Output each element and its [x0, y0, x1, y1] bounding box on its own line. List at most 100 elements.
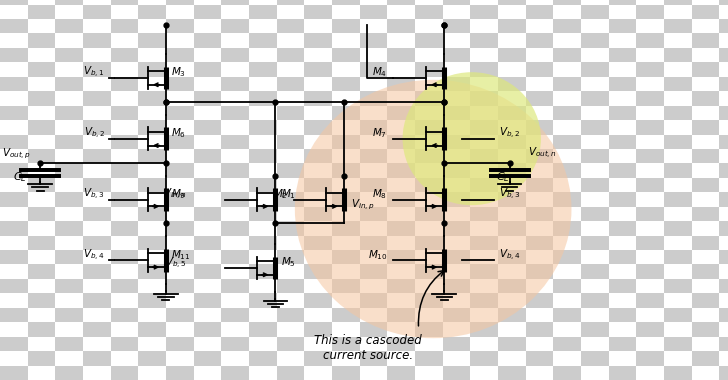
Bar	[636, 163, 664, 178]
Bar	[581, 120, 609, 135]
Bar	[664, 33, 692, 48]
Bar	[470, 322, 498, 337]
Bar	[111, 337, 138, 351]
Bar	[498, 207, 526, 221]
Bar	[28, 337, 55, 351]
Bar	[719, 322, 728, 337]
Bar	[498, 149, 526, 163]
Bar	[553, 351, 581, 366]
Bar	[332, 322, 360, 337]
Bar	[304, 33, 332, 48]
Bar	[553, 5, 581, 19]
Bar	[332, 351, 360, 366]
Bar	[636, 62, 664, 77]
Bar	[526, 250, 553, 264]
Bar	[111, 236, 138, 250]
Bar	[277, 207, 304, 221]
Bar	[83, 120, 111, 135]
Bar	[83, 308, 111, 322]
Bar	[304, 135, 332, 149]
Bar	[581, 149, 609, 163]
Bar	[719, 293, 728, 308]
Bar	[581, 19, 609, 33]
Bar	[387, 207, 415, 221]
Bar	[332, 279, 360, 293]
Bar	[415, 163, 443, 178]
Bar	[0, 221, 28, 236]
Bar	[0, 207, 28, 221]
Bar	[581, 250, 609, 264]
Bar	[194, 192, 221, 207]
Bar	[138, 207, 166, 221]
Bar	[194, 135, 221, 149]
Bar	[581, 178, 609, 192]
Bar	[415, 178, 443, 192]
Bar	[166, 192, 194, 207]
Bar	[304, 351, 332, 366]
Bar	[111, 149, 138, 163]
Bar	[581, 106, 609, 120]
Bar	[719, 178, 728, 192]
Bar	[553, 178, 581, 192]
Bar	[609, 264, 636, 279]
Bar	[221, 264, 249, 279]
Bar	[111, 250, 138, 264]
Bar	[28, 120, 55, 135]
Bar	[55, 351, 83, 366]
Bar	[0, 192, 28, 207]
Bar	[470, 207, 498, 221]
Bar	[415, 322, 443, 337]
Bar	[304, 120, 332, 135]
Bar	[194, 163, 221, 178]
Bar	[249, 293, 277, 308]
Bar	[360, 366, 387, 380]
Bar	[249, 62, 277, 77]
Bar	[470, 337, 498, 351]
Bar	[166, 91, 194, 106]
Bar	[387, 337, 415, 351]
Bar	[415, 337, 443, 351]
Bar	[443, 366, 470, 380]
Bar	[55, 337, 83, 351]
Bar	[692, 77, 719, 91]
Bar	[55, 135, 83, 149]
Bar	[360, 178, 387, 192]
Bar	[526, 236, 553, 250]
Bar	[166, 293, 194, 308]
Bar	[360, 192, 387, 207]
Bar	[387, 308, 415, 322]
Bar	[277, 337, 304, 351]
Bar	[664, 48, 692, 62]
Bar	[111, 366, 138, 380]
Bar	[138, 322, 166, 337]
Bar	[581, 351, 609, 366]
Bar	[304, 337, 332, 351]
Bar	[55, 279, 83, 293]
Bar	[138, 0, 166, 5]
Bar	[83, 236, 111, 250]
Bar	[166, 308, 194, 322]
Bar	[443, 279, 470, 293]
Bar	[0, 279, 28, 293]
Bar	[636, 236, 664, 250]
Bar	[0, 250, 28, 264]
Bar	[470, 62, 498, 77]
Bar	[636, 135, 664, 149]
Bar	[249, 106, 277, 120]
Bar	[277, 322, 304, 337]
Bar	[498, 33, 526, 48]
Bar	[719, 337, 728, 351]
Bar	[719, 19, 728, 33]
Bar	[360, 322, 387, 337]
Bar	[277, 250, 304, 264]
Bar	[0, 77, 28, 91]
Bar	[360, 91, 387, 106]
Text: $M_9$: $M_9$	[172, 187, 186, 201]
Bar	[138, 135, 166, 149]
Bar	[664, 62, 692, 77]
Bar	[664, 279, 692, 293]
Bar	[360, 279, 387, 293]
Bar	[138, 33, 166, 48]
Bar	[83, 77, 111, 91]
Bar	[498, 192, 526, 207]
